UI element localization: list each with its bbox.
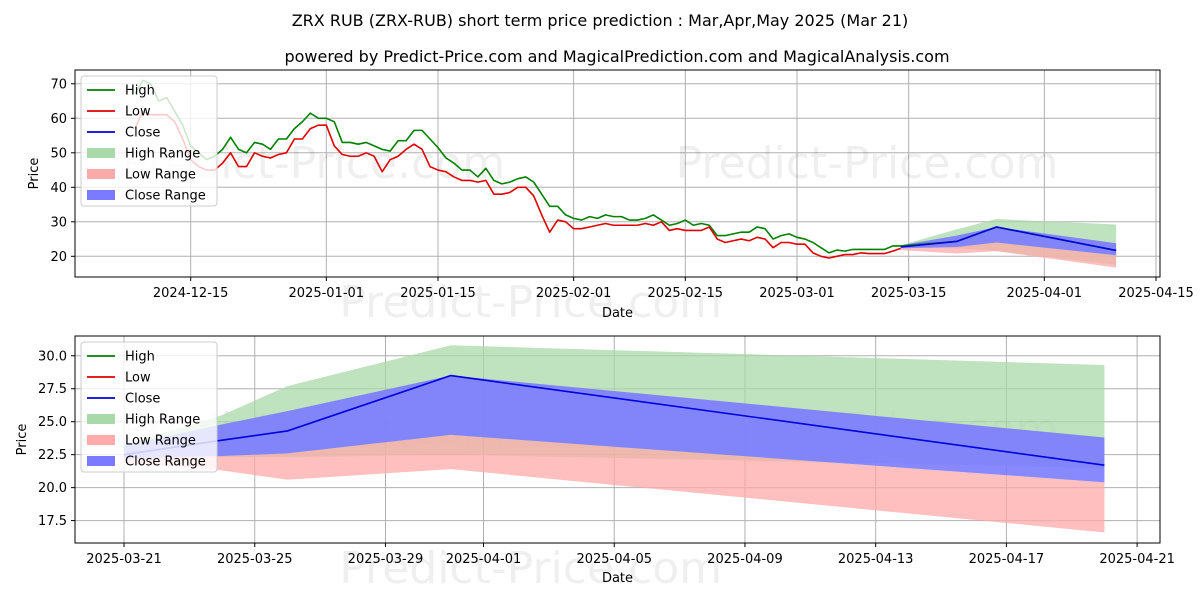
legend-label: High Range <box>125 147 200 162</box>
legend-swatch <box>87 169 115 179</box>
x-tick-label: 2025-02-15 <box>648 286 724 301</box>
y-axis-label: Price <box>15 424 30 456</box>
y-axis-label: Price <box>27 158 42 190</box>
legend-swatch <box>87 414 115 424</box>
close-range-band <box>124 375 1105 483</box>
y-tick-label: 20.0 <box>38 481 67 496</box>
x-tick-label: 2025-04-09 <box>707 552 783 567</box>
x-tick-label: 2025-04-15 <box>1118 286 1194 301</box>
y-tick-label: 70 <box>50 77 67 92</box>
legend-label: Close Range <box>125 189 206 204</box>
x-tick-label: 2025-03-25 <box>217 552 293 567</box>
legend-label: Low Range <box>125 168 196 183</box>
x-tick-label: 2025-01-01 <box>289 286 365 301</box>
x-tick-label: 2025-02-01 <box>536 286 612 301</box>
y-tick-label: 17.5 <box>38 514 67 529</box>
low-range-band <box>900 242 1117 268</box>
legend-label: Low <box>125 371 151 386</box>
x-tick-label: 2025-04-01 <box>1007 286 1083 301</box>
legend-label: Close Range <box>125 455 206 470</box>
x-tick-label: 2025-03-01 <box>759 286 835 301</box>
x-tick-label: 2025-01-15 <box>400 286 476 301</box>
top-plot: 2024-12-15 2025-01-01 2025-01-15 2025-02-01… <box>27 69 1194 328</box>
watermark-text: Predict-Price.com <box>676 138 1059 189</box>
plot-frame <box>74 335 1161 544</box>
y-tick-label: 25.0 <box>38 415 67 430</box>
legend-label: High Range <box>125 413 200 428</box>
x-tick-label: 2025-03-21 <box>86 552 162 567</box>
legend-label: High <box>125 350 155 365</box>
legend: High Low Close High Range Low Range Close Ran… <box>80 75 218 207</box>
y-tick-label: 30 <box>50 215 67 230</box>
high-line <box>134 79 1117 254</box>
legend-label: Close <box>125 392 160 407</box>
x-axis-label: Date <box>602 306 633 321</box>
x-tick-label: 2024-12-15 <box>153 286 229 301</box>
y-tick-label: 40 <box>50 181 67 196</box>
low-range-band <box>124 434 1105 533</box>
close-line <box>900 226 1117 252</box>
x-tick-label: 2025-03-29 <box>348 552 424 567</box>
legend-label: Low <box>125 105 151 120</box>
legend-swatch <box>87 190 115 200</box>
y-tick-label: 50 <box>50 146 67 161</box>
y-tick-label: 30.0 <box>38 349 67 364</box>
x-tick-label: 2025-04-05 <box>576 552 652 567</box>
x-tick-label: 2025-04-21 <box>1099 552 1175 567</box>
x-tick-label: 2025-04-17 <box>969 552 1045 567</box>
chart-title: ZRX RUB (ZRX-RUB) short term price predi… <box>292 11 909 30</box>
chart-subtitle: powered by Predict-Price.com and Magical… <box>284 47 949 66</box>
watermark-text: Predict-Price.com <box>339 277 722 328</box>
x-tick-label: 2025-03-15 <box>871 286 947 301</box>
plot-frame <box>74 69 1161 278</box>
legend-label: High <box>125 84 155 99</box>
legend-label: Close <box>125 126 160 141</box>
close-range-band <box>900 226 1117 256</box>
bottom-plot: 2025-03-21 2025-03-25 2025-03-29 2025-04-01… <box>15 335 1175 594</box>
legend-swatch <box>87 435 115 445</box>
x-axis-label: Date <box>602 571 633 586</box>
legend: High Low Close High Range Low Range Close Ran… <box>80 341 218 473</box>
low-line <box>134 110 901 259</box>
watermark-text: Predict-Price.com <box>339 543 722 594</box>
legend-swatch <box>87 148 115 158</box>
legend-swatch <box>87 456 115 466</box>
y-tick-label: 27.5 <box>38 382 67 397</box>
y-tick-label: 20 <box>50 250 67 265</box>
y-tick-label: 22.5 <box>38 448 67 463</box>
y-tick-label: 60 <box>50 112 67 127</box>
legend-label: Low Range <box>125 434 196 449</box>
x-tick-label: 2025-04-13 <box>838 552 914 567</box>
x-tick-label: 2025-04-01 <box>446 552 522 567</box>
